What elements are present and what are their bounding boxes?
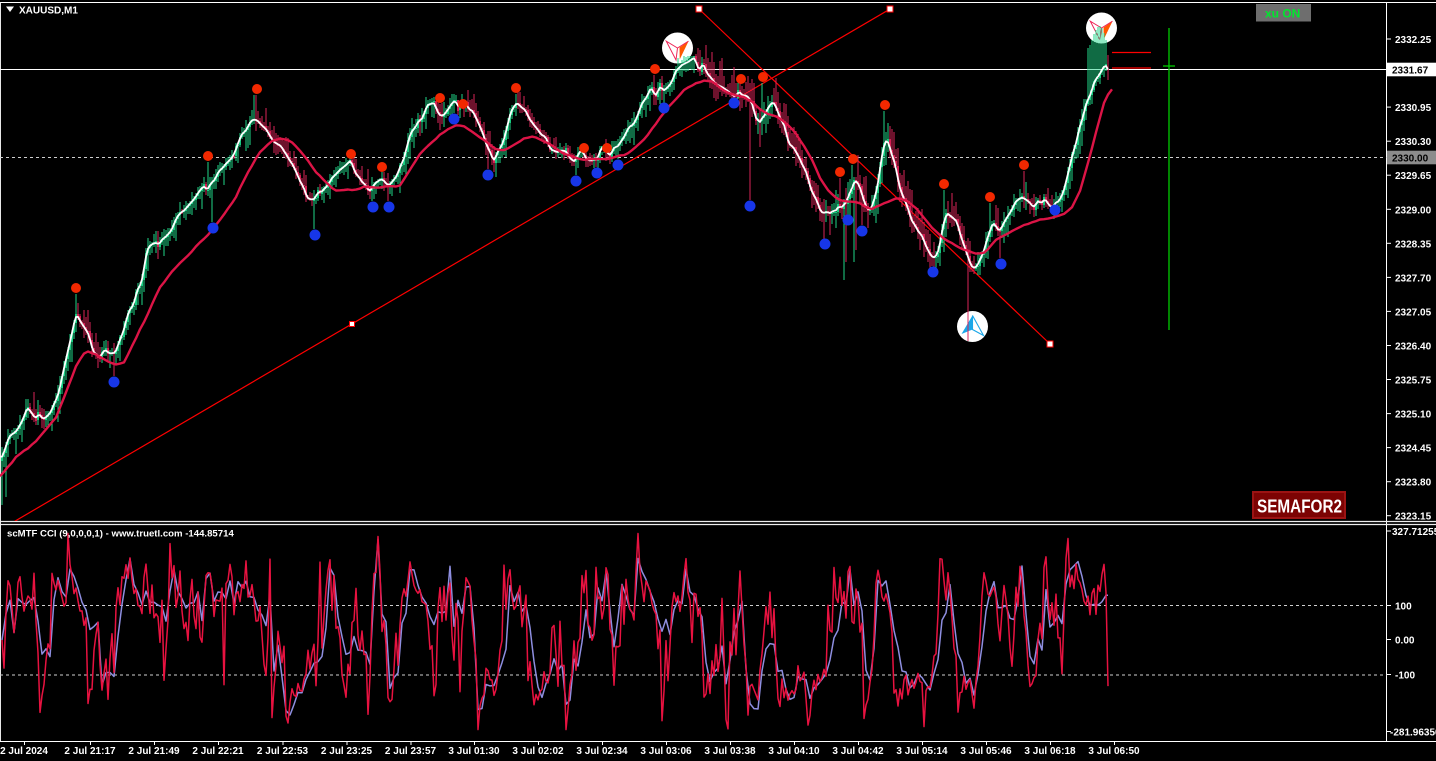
svg-text:scMTF CCI (9,0,0,0,1) - www.tr: scMTF CCI (9,0,0,0,1) - www.truetl.com -… — [7, 529, 234, 540]
svg-text:SEMAFOR2: SEMAFOR2 — [1257, 497, 1342, 517]
svg-text:2325.10: 2325.10 — [1395, 410, 1432, 421]
svg-text:2328.35: 2328.35 — [1395, 239, 1432, 250]
svg-text:2330.00: 2330.00 — [1392, 154, 1429, 165]
svg-text:2324.45: 2324.45 — [1395, 444, 1432, 455]
svg-text:2 Jul 23:25: 2 Jul 23:25 — [321, 746, 373, 757]
svg-text:3 Jul 04:42: 3 Jul 04:42 — [832, 746, 884, 757]
svg-text:2327.70: 2327.70 — [1395, 273, 1432, 284]
svg-text:2326.40: 2326.40 — [1395, 342, 1432, 353]
svg-text:3 Jul 05:14: 3 Jul 05:14 — [896, 746, 948, 757]
svg-text:2 Jul 22:53: 2 Jul 22:53 — [257, 746, 309, 757]
svg-text:2330.30: 2330.30 — [1395, 137, 1432, 148]
svg-text:XAUUSD,M1: XAUUSD,M1 — [19, 6, 78, 17]
svg-text:2323.15: 2323.15 — [1395, 512, 1432, 523]
svg-text:2 Jul 23:57: 2 Jul 23:57 — [385, 746, 437, 757]
svg-text:2325.75: 2325.75 — [1395, 376, 1432, 387]
svg-text:3 Jul 02:34: 3 Jul 02:34 — [576, 746, 628, 757]
svg-text:3 Jul 06:50: 3 Jul 06:50 — [1088, 746, 1140, 757]
svg-text:100: 100 — [1395, 602, 1412, 613]
svg-text:xu ON: xu ON — [1265, 7, 1300, 21]
svg-text:3 Jul 04:10: 3 Jul 04:10 — [768, 746, 820, 757]
svg-text:2 Jul 2024: 2 Jul 2024 — [0, 746, 48, 757]
svg-text:2 Jul 22:21: 2 Jul 22:21 — [192, 746, 244, 757]
svg-text:2 Jul 21:17: 2 Jul 21:17 — [64, 746, 116, 757]
svg-text:2331.67: 2331.67 — [1392, 66, 1429, 77]
svg-text:3 Jul 05:46: 3 Jul 05:46 — [960, 746, 1012, 757]
svg-text:3 Jul 03:38: 3 Jul 03:38 — [704, 746, 756, 757]
svg-text:2329.65: 2329.65 — [1395, 171, 1432, 182]
svg-text:2330.95: 2330.95 — [1395, 103, 1432, 114]
svg-text:2329.00: 2329.00 — [1395, 205, 1432, 216]
svg-text:2323.80: 2323.80 — [1395, 478, 1432, 489]
svg-text:0.00: 0.00 — [1395, 636, 1415, 647]
svg-text:3 Jul 02:02: 3 Jul 02:02 — [512, 746, 564, 757]
svg-text:3 Jul 03:06: 3 Jul 03:06 — [640, 746, 692, 757]
svg-text:327.71255: 327.71255 — [1392, 527, 1436, 538]
svg-text:3 Jul 06:18: 3 Jul 06:18 — [1024, 746, 1076, 757]
svg-text:2 Jul 21:49: 2 Jul 21:49 — [128, 746, 180, 757]
svg-text:2327.05: 2327.05 — [1395, 307, 1432, 318]
svg-text:-100: -100 — [1395, 671, 1415, 682]
svg-text:2332.25: 2332.25 — [1395, 35, 1432, 46]
svg-text:3 Jul 01:30: 3 Jul 01:30 — [448, 746, 500, 757]
svg-text:-281.96350: -281.96350 — [1390, 728, 1436, 739]
